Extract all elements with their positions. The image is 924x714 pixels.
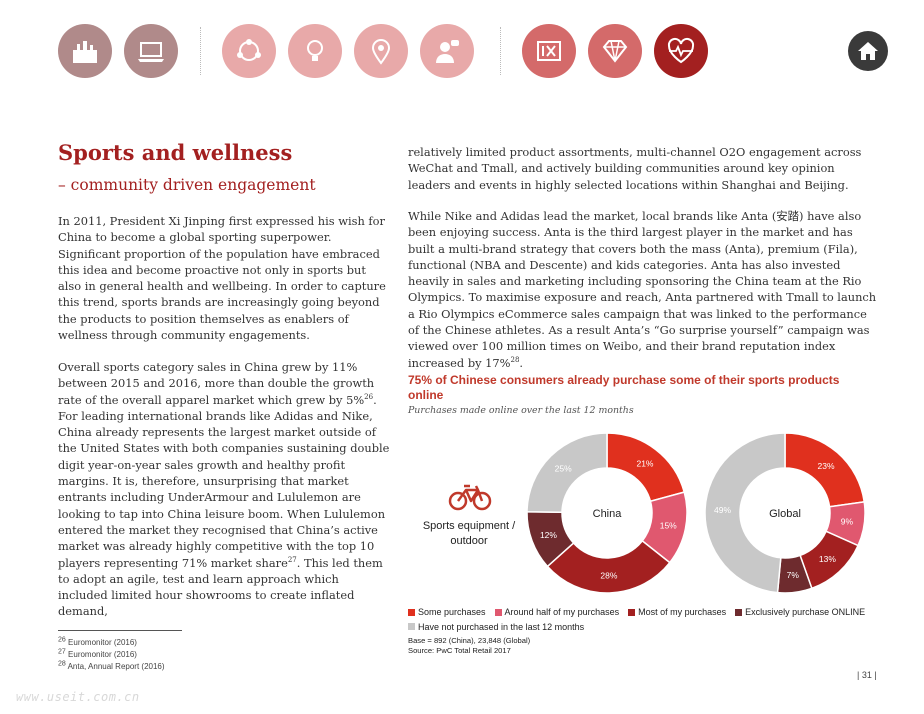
legend-item: Have not purchased in the last 12 months — [408, 620, 584, 634]
base-text: Base = 892 (China), 23,848 (Global) — [408, 636, 531, 645]
footnote-divider — [58, 630, 182, 631]
legend-label: Have not purchased in the last 12 months — [418, 621, 585, 632]
china-donut-chart: 21% 15% 28% 12% 25% China — [526, 432, 688, 594]
legend-label: Exclusively purchase ONLINE — [745, 607, 866, 617]
footnote-text: Anta, Annual Report (2016) — [67, 662, 165, 671]
legend-label: Some purchases — [418, 607, 486, 617]
chapter-nav — [0, 24, 924, 80]
page-number: | 31 | — [857, 670, 877, 680]
footnotes: 26 Euromonitor (2016) 27 Euromonitor (20… — [58, 636, 165, 673]
chart-legend: Some purchases Around half of my purchase… — [408, 605, 888, 634]
home-icon[interactable] — [848, 31, 888, 71]
data-label: 25% — [555, 463, 572, 473]
location-pin-icon[interactable] — [354, 24, 408, 78]
data-label: 12% — [540, 530, 557, 540]
data-label: 21% — [636, 458, 653, 468]
left-paragraph-1: In 2011, President Xi Jinping first expr… — [58, 214, 386, 343]
left-paragraph-2: Overall sports category sales in China g… — [58, 359, 392, 620]
nav-divider — [200, 27, 201, 75]
global-donut-chart: 23% 9% 13% 7% 49% Global — [704, 432, 866, 594]
figure-title: 75% of Chinese consumers already purchas… — [408, 373, 840, 402]
footnote-27: 27 Euromonitor (2016) — [58, 648, 165, 661]
social-media-icon[interactable] — [222, 24, 276, 78]
footnote-number: 28 — [58, 660, 66, 668]
legend-swatch — [494, 608, 502, 616]
footnote-number: 27 — [58, 648, 66, 656]
food-dining-icon[interactable] — [522, 24, 576, 78]
legend-label: Around half of my purchases — [504, 607, 620, 617]
donut-center-label: Global — [769, 508, 801, 520]
category-label: Sports equipment / outdoor — [422, 520, 516, 547]
right-paragraph-1: relatively limited product assortments, … — [408, 145, 862, 192]
figure-subtitle: Purchases made online over the last 12 m… — [408, 405, 634, 416]
data-label: 9% — [841, 517, 854, 527]
left-paragraph-2-text-a: Overall sports category sales in China g… — [58, 360, 375, 407]
legend-item: Most of my purchases — [628, 605, 726, 619]
footnote-ref-27: 27 — [287, 555, 297, 564]
data-label: 7% — [787, 570, 800, 580]
right-paragraph-2: While Nike and Adidas lead the market, l… — [408, 208, 878, 371]
page-subtitle: – community driven engagement — [58, 176, 316, 194]
donut-center-label: China — [593, 508, 623, 520]
data-label: 13% — [819, 554, 836, 564]
data-label: 15% — [660, 521, 677, 531]
laptop-shopping-icon[interactable] — [124, 24, 178, 78]
footnote-ref-28: 28 — [510, 355, 520, 364]
legend-swatch — [408, 608, 415, 616]
footnote-28: 28 Anta, Annual Report (2016) — [58, 660, 165, 673]
heartbeat-icon[interactable] — [654, 24, 708, 78]
legend-swatch — [408, 623, 415, 630]
footnote-number: 26 — [58, 636, 66, 644]
left-paragraph-2-text-b: . For leading international brands like … — [58, 392, 390, 570]
legend-item: Around half of my purchases — [494, 605, 620, 619]
right-paragraph-2-text-b: . — [519, 355, 524, 370]
footnote-text: Euromonitor (2016) — [68, 650, 137, 659]
legend-swatch — [735, 608, 743, 616]
legend-item: Some purchases — [408, 605, 486, 619]
donut-segment-have-not-purchased-in-the-last-12-months — [526, 432, 608, 514]
data-label: 49% — [714, 505, 731, 515]
data-label: 23% — [817, 461, 834, 471]
footnote-26: 26 Euromonitor (2016) — [58, 636, 165, 649]
diamond-icon[interactable] — [588, 24, 642, 78]
bicycle-icon — [448, 480, 492, 512]
legend-swatch — [628, 608, 636, 616]
base-note: Base = 892 (China), 23,848 (Global) Sour… — [408, 636, 530, 656]
footnote-text: Euromonitor (2016) — [68, 638, 137, 647]
person-talking-icon[interactable] — [420, 24, 474, 78]
data-label: 28% — [600, 570, 617, 580]
lightbulb-icon[interactable] — [288, 24, 342, 78]
source-text: Source: PwC Total Retail 2017 — [408, 646, 511, 655]
legend-label: Most of my purchases — [638, 607, 727, 617]
footnote-ref-26: 26 — [364, 392, 374, 401]
page-title: Sports and wellness — [58, 140, 293, 165]
right-paragraph-2-text-a: While Nike and Adidas lead the market, l… — [408, 209, 877, 370]
watermark: www.useit.com.cn — [16, 690, 140, 704]
left-paragraph-2-text-c: . This led them to adopt an agile, test … — [58, 555, 383, 619]
donut-segment-have-not-purchased-in-the-last-12-months — [704, 432, 786, 594]
nav-divider — [500, 27, 501, 75]
city-skyline-icon[interactable] — [58, 24, 112, 78]
legend-item: Exclusively purchase ONLINE — [735, 605, 865, 619]
